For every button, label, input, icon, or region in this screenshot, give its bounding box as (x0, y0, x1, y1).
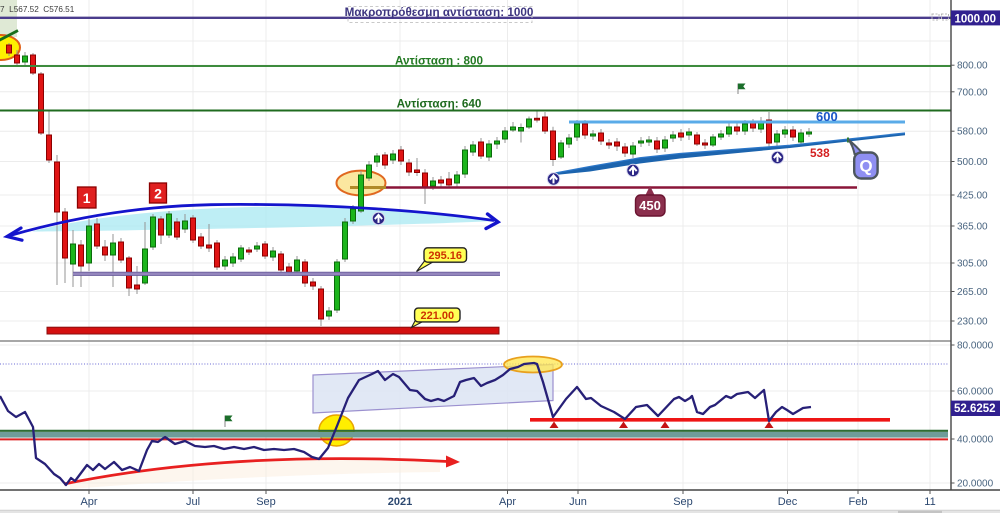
svg-text:305.00: 305.00 (957, 259, 988, 270)
svg-text:800.00: 800.00 (957, 61, 988, 72)
svg-text:265.00: 265.00 (957, 287, 988, 298)
svg-text:Μακροπρόθεσμη αντίσταση: 1000: Μακροπρόθεσμη αντίσταση: 1000 (345, 6, 534, 19)
svg-text:Αντίσταση : 800: Αντίσταση : 800 (395, 55, 484, 68)
svg-text:52.6252: 52.6252 (954, 403, 996, 415)
svg-text:Q: Q (859, 157, 872, 176)
svg-text:Dec: Dec (778, 496, 798, 508)
svg-text:2021: 2021 (388, 496, 412, 508)
svg-text:Feb: Feb (849, 496, 868, 508)
svg-text:Αντίσταση: 640: Αντίσταση: 640 (397, 98, 482, 111)
svg-text:Apr: Apr (499, 496, 516, 508)
svg-text:80.0000: 80.0000 (957, 341, 994, 352)
svg-text:Jul: Jul (186, 496, 200, 508)
svg-text:40.0000: 40.0000 (957, 435, 994, 446)
svg-text:1: 1 (83, 190, 91, 206)
svg-text:700.00: 700.00 (957, 87, 988, 98)
svg-text:47 L567.52 C576.51: 47 L567.52 C576.51 (0, 5, 75, 14)
svg-text:365.00: 365.00 (957, 222, 988, 233)
svg-text:500.00: 500.00 (957, 157, 988, 168)
svg-text:230.00: 230.00 (957, 317, 988, 328)
svg-text:1000.00: 1000.00 (955, 14, 997, 26)
svg-text:538: 538 (810, 146, 830, 160)
svg-text:Jun: Jun (569, 496, 587, 508)
svg-text:600: 600 (816, 109, 838, 124)
svg-text:Apr: Apr (80, 496, 97, 508)
svg-text:450: 450 (639, 198, 661, 213)
svg-text:11: 11 (924, 496, 935, 508)
svg-text:60.0000: 60.0000 (957, 387, 994, 398)
svg-text:425.00: 425.00 (957, 191, 988, 202)
svg-text:221.00: 221.00 (420, 310, 454, 322)
svg-text:580.00: 580.00 (957, 127, 988, 138)
svg-text:295.16: 295.16 (428, 250, 462, 262)
svg-text:2: 2 (154, 186, 162, 202)
svg-text:Sep: Sep (256, 496, 276, 508)
svg-text:20.0000: 20.0000 (957, 479, 994, 490)
svg-text:Sep: Sep (673, 496, 693, 508)
